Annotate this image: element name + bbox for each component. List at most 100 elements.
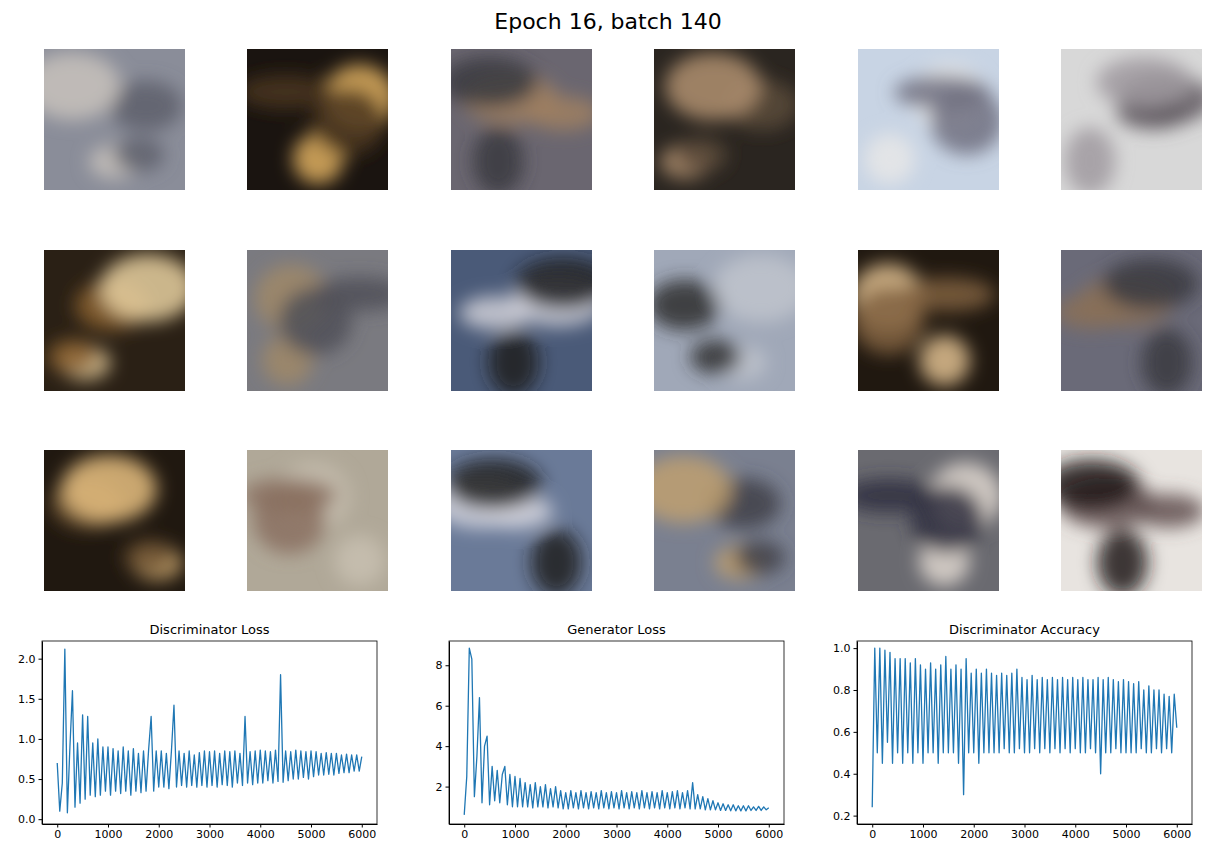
- chart: 01000200030004000500060002468Generator L…: [436, 622, 785, 841]
- image-background: [247, 250, 388, 391]
- image-content: [247, 64, 388, 184]
- generated-image: [858, 250, 999, 391]
- image-blob: [47, 340, 98, 374]
- image-blob: [654, 279, 721, 330]
- image-blob: [114, 138, 165, 172]
- tick-label: 4000: [1062, 828, 1090, 841]
- generated-image: [451, 250, 592, 391]
- tick-label: 0.8: [833, 684, 851, 697]
- image-content: [255, 264, 388, 386]
- image-content: [660, 53, 795, 179]
- chart: 01000200030004000500060000.00.51.01.52.0…: [18, 622, 378, 841]
- image-blob: [713, 255, 795, 323]
- generated-image: [654, 450, 795, 591]
- generated-image: [654, 49, 795, 190]
- tick: 8: [436, 659, 450, 672]
- series-line: [872, 648, 1177, 807]
- plot-area: [464, 648, 769, 815]
- tick-mark: [854, 816, 858, 817]
- image-content: [1061, 259, 1198, 391]
- figure: Epoch 16, batch 140010002000300040005000…: [0, 0, 1216, 853]
- tick-label: 5000: [298, 828, 326, 841]
- image-blob: [1065, 127, 1116, 190]
- generated-image: [1061, 250, 1202, 391]
- image-content: [1061, 459, 1202, 591]
- tick: 0.6: [833, 726, 857, 739]
- generated-image: [247, 450, 388, 591]
- tick: 2000: [552, 824, 580, 841]
- tick: 2.0: [18, 653, 42, 666]
- tick-label: 1.5: [18, 693, 36, 706]
- tick-mark: [1075, 824, 1076, 828]
- tick-mark: [566, 824, 567, 828]
- tick: 4000: [247, 824, 275, 841]
- tick-label: 0.0: [18, 813, 36, 826]
- tick: 2: [436, 781, 450, 794]
- image-blob: [1061, 459, 1139, 510]
- generated-image: [451, 49, 592, 190]
- generated-image: [44, 450, 185, 591]
- image-content: [451, 57, 592, 190]
- image-content: [864, 64, 999, 185]
- tick-label: 5000: [1113, 828, 1141, 841]
- generated-image: [1061, 450, 1202, 591]
- tick: 2000: [960, 824, 988, 841]
- y-axis: 2468: [436, 642, 450, 825]
- tick-label: 2000: [960, 828, 988, 841]
- tick-label: 2000: [552, 828, 580, 841]
- tick-label: 2: [436, 781, 443, 794]
- tick-mark: [446, 665, 450, 666]
- image-blob: [1103, 259, 1199, 310]
- tick-label: 0.4: [833, 768, 851, 781]
- tick-label: 6000: [755, 828, 783, 841]
- tick-label: 3000: [603, 828, 631, 841]
- tick-mark: [854, 774, 858, 775]
- image-blob: [1096, 57, 1192, 108]
- tick: 4: [436, 740, 450, 753]
- tick: 1000: [501, 824, 529, 841]
- tick-mark: [446, 706, 450, 707]
- image-blob: [451, 57, 537, 108]
- tick: 6000: [348, 824, 376, 841]
- tick: 5000: [1113, 824, 1141, 841]
- tick: 2000: [145, 824, 173, 841]
- tick: 0: [461, 824, 468, 841]
- image-blob: [253, 486, 326, 554]
- axis-line: [449, 642, 450, 825]
- tick: 3000: [196, 824, 224, 841]
- tick-label: 0.5: [18, 773, 36, 786]
- tick-label: 3000: [196, 828, 224, 841]
- image-content: [858, 462, 999, 586]
- tick-label: 8: [436, 659, 443, 672]
- tick: 0.2: [833, 810, 857, 823]
- tick-label: 6000: [1163, 828, 1191, 841]
- plot-frame: [42, 641, 377, 824]
- tick-mark: [57, 824, 58, 828]
- tick-label: 2000: [145, 828, 173, 841]
- y-axis: 0.00.51.01.52.0: [18, 642, 43, 827]
- tick-label: 1.0: [833, 642, 851, 655]
- tick-mark: [854, 690, 858, 691]
- tick: 4000: [1062, 824, 1090, 841]
- image-blob: [690, 340, 741, 374]
- tick-label: 2.0: [18, 653, 36, 666]
- tick-label: 4000: [654, 828, 682, 841]
- tick-mark: [260, 824, 261, 828]
- tick-mark: [159, 824, 160, 828]
- tick-mark: [39, 739, 43, 740]
- image-background: [247, 450, 388, 591]
- tick-label: 6000: [348, 828, 376, 841]
- tick: 6000: [755, 824, 783, 841]
- tick-mark: [39, 659, 43, 660]
- image-blob: [473, 127, 524, 190]
- tick-label: 5000: [705, 828, 733, 841]
- series-line: [464, 648, 769, 815]
- image-blob: [676, 138, 727, 172]
- image-content: [451, 459, 582, 591]
- tick-mark: [464, 824, 465, 828]
- image-blob: [911, 485, 984, 553]
- tick-mark: [446, 746, 450, 747]
- image-blob: [1132, 494, 1202, 528]
- tick-mark: [39, 699, 43, 700]
- tick: 4000: [654, 824, 682, 841]
